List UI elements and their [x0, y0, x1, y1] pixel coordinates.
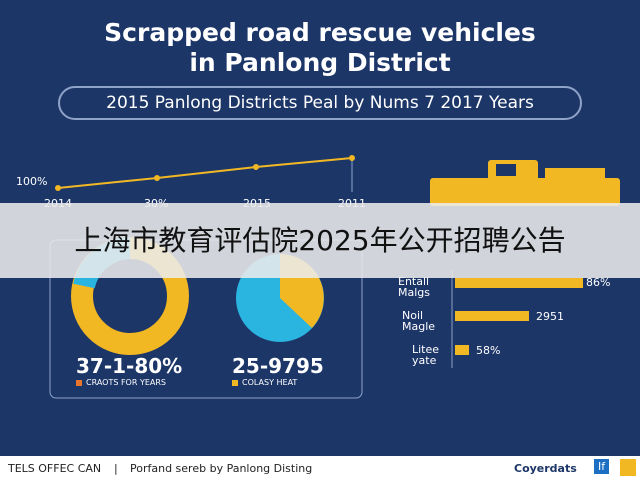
point	[55, 185, 61, 191]
point	[154, 175, 160, 181]
bar	[455, 345, 469, 355]
title: in Panlong District	[189, 48, 451, 77]
axis-label: 100%	[16, 175, 48, 188]
legend-swatch	[76, 380, 82, 386]
legend-label: COLASY HEAT	[242, 378, 298, 387]
footer-brand: Coyerdats	[514, 462, 577, 475]
bar-value: 2951	[536, 310, 564, 323]
overlay-banner: 上海市教育评估院2025年公开招聘公告	[0, 203, 640, 278]
footer-separator: |	[114, 462, 118, 475]
stat: 37-1-80%	[76, 354, 183, 378]
footer-text: Porfand sereb by Panlong Disting	[130, 462, 313, 475]
bar-value: 58%	[476, 344, 501, 357]
legend-swatch	[232, 380, 238, 386]
footer-text: TELS OFFEC CAN	[8, 462, 102, 475]
truck-icon	[430, 160, 620, 206]
point	[349, 155, 355, 161]
footer-icon: If	[594, 459, 610, 474]
point	[253, 164, 259, 170]
bar	[455, 311, 529, 321]
footer-icon	[620, 459, 636, 476]
bar	[455, 278, 583, 288]
trend-line	[57, 157, 353, 189]
bar-label: Noil Magle	[402, 309, 436, 333]
bar-value: 86%	[586, 276, 611, 289]
subtitle: 2015 Panlong Districts Peal by Nums 7 20…	[58, 86, 582, 120]
footer	[0, 456, 640, 480]
stat: 25-9795	[232, 354, 324, 378]
bar-label: Entall Malgs	[398, 275, 431, 299]
legend-label: CRAOTS FOR YEARS	[86, 378, 167, 387]
title: Scrapped road rescue vehicles	[104, 18, 536, 47]
bar-label: Litee yate	[412, 343, 440, 367]
